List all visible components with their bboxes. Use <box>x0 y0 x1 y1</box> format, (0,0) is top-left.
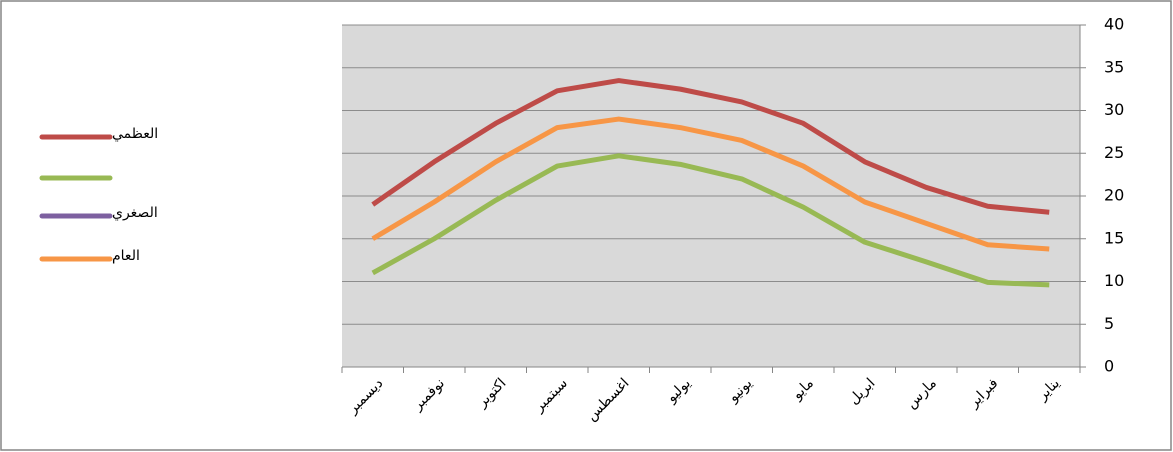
y-tick-label: 15 <box>1104 228 1124 247</box>
legend-label: الصغري <box>112 205 158 221</box>
y-tick-label: 40 <box>1104 15 1124 34</box>
y-tick-label: 0 <box>1104 357 1114 376</box>
y-tick-label: 25 <box>1104 143 1124 162</box>
y-tick-label: 30 <box>1104 100 1124 119</box>
series-line <box>371 78 1050 215</box>
y-tick-label: 20 <box>1104 186 1124 205</box>
y-tick-label: 10 <box>1104 271 1124 290</box>
legend-label: العظمي <box>112 126 158 142</box>
series-line <box>371 116 1050 252</box>
y-tick-label: 5 <box>1104 314 1114 333</box>
series-line <box>371 153 1050 288</box>
y-tick-label: 35 <box>1104 57 1124 76</box>
legend-label: العام <box>112 248 140 264</box>
